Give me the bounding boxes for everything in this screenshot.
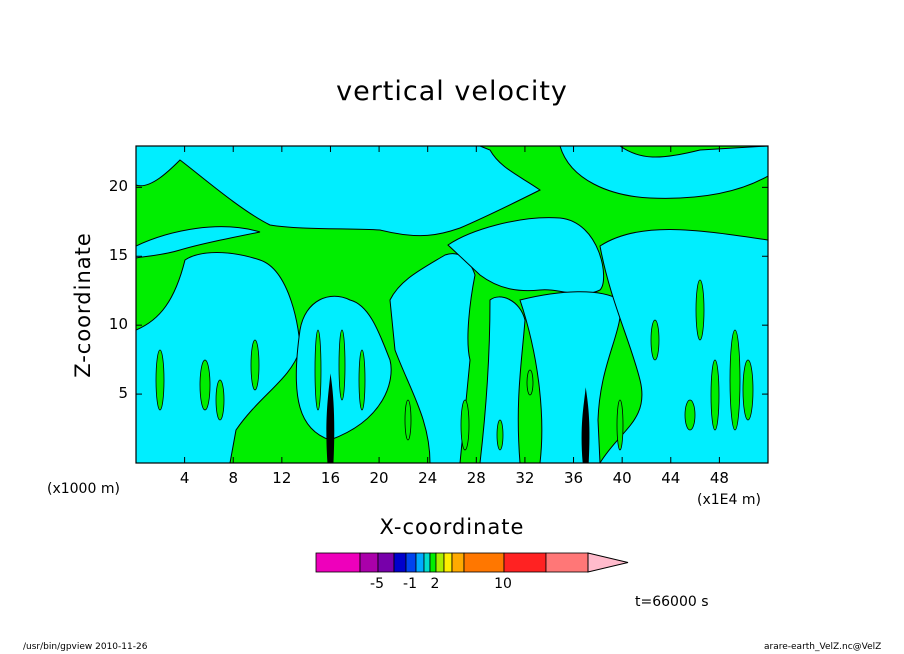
x-tick-label-4: 4	[179, 469, 190, 487]
colorbar-swatch-9	[443, 552, 453, 573]
colorbar-swatch-5	[415, 552, 425, 573]
negative-region-3	[136, 226, 261, 259]
x-tick-label-44: 44	[661, 469, 681, 487]
negative-region-2	[136, 146, 541, 237]
footer-right-text: arare-earth_VelZ.nc@VelZ	[764, 642, 882, 652]
colorbar-swatch-0	[315, 552, 361, 573]
x-unit-right: (x1E4 m)	[697, 492, 761, 508]
colorbar-swatch-11	[463, 552, 505, 573]
colorbar-tick-label-3: 10	[494, 576, 512, 592]
y-tick-label-10: 10	[108, 315, 128, 334]
y-tick-label-15: 15	[108, 246, 128, 265]
x-unit-left: (x1000 m)	[47, 481, 120, 497]
plot-frame	[135, 145, 769, 464]
updraft-core-0	[326, 373, 335, 463]
x-tick-label-16: 16	[320, 469, 340, 487]
x-tick-label-36: 36	[563, 469, 584, 487]
positive-streak-0	[155, 349, 165, 411]
x-tick-label-28: 28	[466, 469, 486, 487]
negative-region-0	[136, 252, 301, 463]
colorbar-tick-label-1: -1	[403, 576, 417, 592]
colorbar-swatch-3	[393, 552, 407, 573]
negative-region-5	[447, 217, 605, 295]
positive-streak-2	[215, 379, 225, 421]
negative-regions	[136, 146, 768, 463]
x-tick-label-32: 32	[515, 469, 535, 487]
positive-streak-1	[199, 359, 211, 411]
colorbar-swatch-1	[359, 552, 379, 573]
colorbar-swatch-6	[423, 552, 431, 573]
x-tick-label-24: 24	[418, 469, 438, 487]
positive-streak-14	[729, 329, 741, 431]
positive-streak-10	[526, 369, 534, 396]
colorbar-swatch-2	[377, 552, 395, 573]
positive-streak-12	[684, 399, 696, 431]
colorbar-arrow	[587, 552, 629, 573]
x-tick-label-12: 12	[272, 469, 292, 487]
negative-region-4	[389, 253, 476, 463]
x-axis-label: X-coordinate	[379, 515, 525, 539]
x-tick-label-8: 8	[228, 469, 238, 487]
time-annotation: t=66000 s	[635, 594, 709, 610]
negative-region-9	[559, 146, 768, 199]
x-tick-label-48: 48	[709, 469, 729, 487]
positive-streak-7	[404, 399, 412, 441]
x-tick-label-20: 20	[369, 469, 389, 487]
colorbar-tick-label-0: -5	[370, 576, 384, 592]
positive-streak-17	[616, 399, 624, 451]
negative-region-6	[479, 296, 526, 463]
positive-streak-15	[742, 359, 754, 421]
colorbar-swatch-4	[405, 552, 417, 573]
positive-streak-8	[460, 399, 470, 451]
positive-streak-6	[358, 349, 366, 411]
chart-title: vertical velocity	[336, 76, 568, 107]
colorbar-swatch-7	[429, 552, 437, 573]
positive-streak-9	[496, 419, 504, 451]
colorbar	[315, 552, 629, 573]
footer-left-text: /usr/bin/gpview 2010-11-26	[23, 642, 148, 652]
colorbar-swatch-10	[451, 552, 465, 573]
y-tick-label-20: 20	[108, 177, 128, 196]
positive-streak-13	[710, 359, 720, 431]
colorbar-swatch-12	[503, 552, 547, 573]
positive-streak-16	[695, 279, 705, 341]
colorbar-swatch-8	[435, 552, 445, 573]
negative-region-7	[519, 291, 622, 463]
positive-streak-5	[338, 329, 346, 401]
colorbar-tick-label-2: 2	[430, 576, 440, 592]
positive-streak-3	[250, 339, 260, 391]
colorbar-swatch-13	[545, 552, 589, 573]
x-tick-label-40: 40	[612, 469, 632, 487]
positive-streak-4	[314, 329, 322, 411]
updraft-core-1	[581, 387, 590, 463]
positive-streak-11	[650, 319, 660, 361]
y-tick-label-5: 5	[118, 384, 128, 403]
positive-streaks	[155, 279, 754, 451]
